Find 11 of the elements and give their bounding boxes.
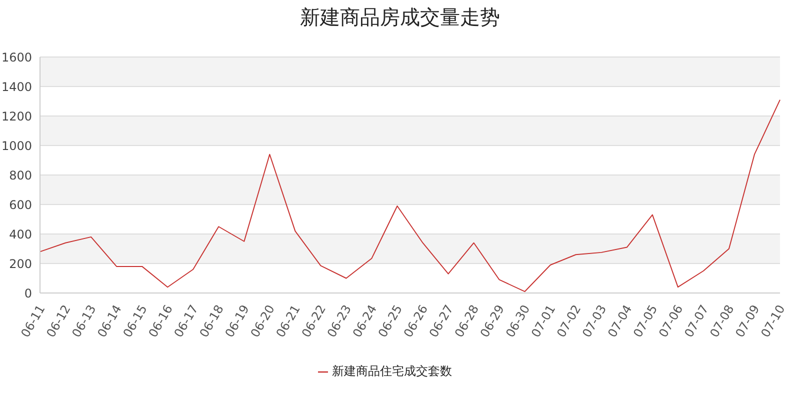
- y-tick-label: 600: [9, 198, 32, 212]
- y-tick-label: 800: [9, 168, 32, 182]
- chart-title: 新建商品房成交量走势: [299, 4, 501, 31]
- y-tick-label: 1200: [1, 109, 32, 124]
- y-tick-label: 400: [9, 227, 32, 242]
- legend-label: 新建商品住宅成交套数: [332, 364, 452, 378]
- y-tick-label: 1400: [1, 80, 32, 94]
- y-tick-label: 1000: [1, 138, 32, 153]
- y-tick-label: 200: [9, 256, 32, 271]
- y-tick-label: 1600: [1, 50, 32, 64]
- y-tick-label: 0: [24, 286, 32, 300]
